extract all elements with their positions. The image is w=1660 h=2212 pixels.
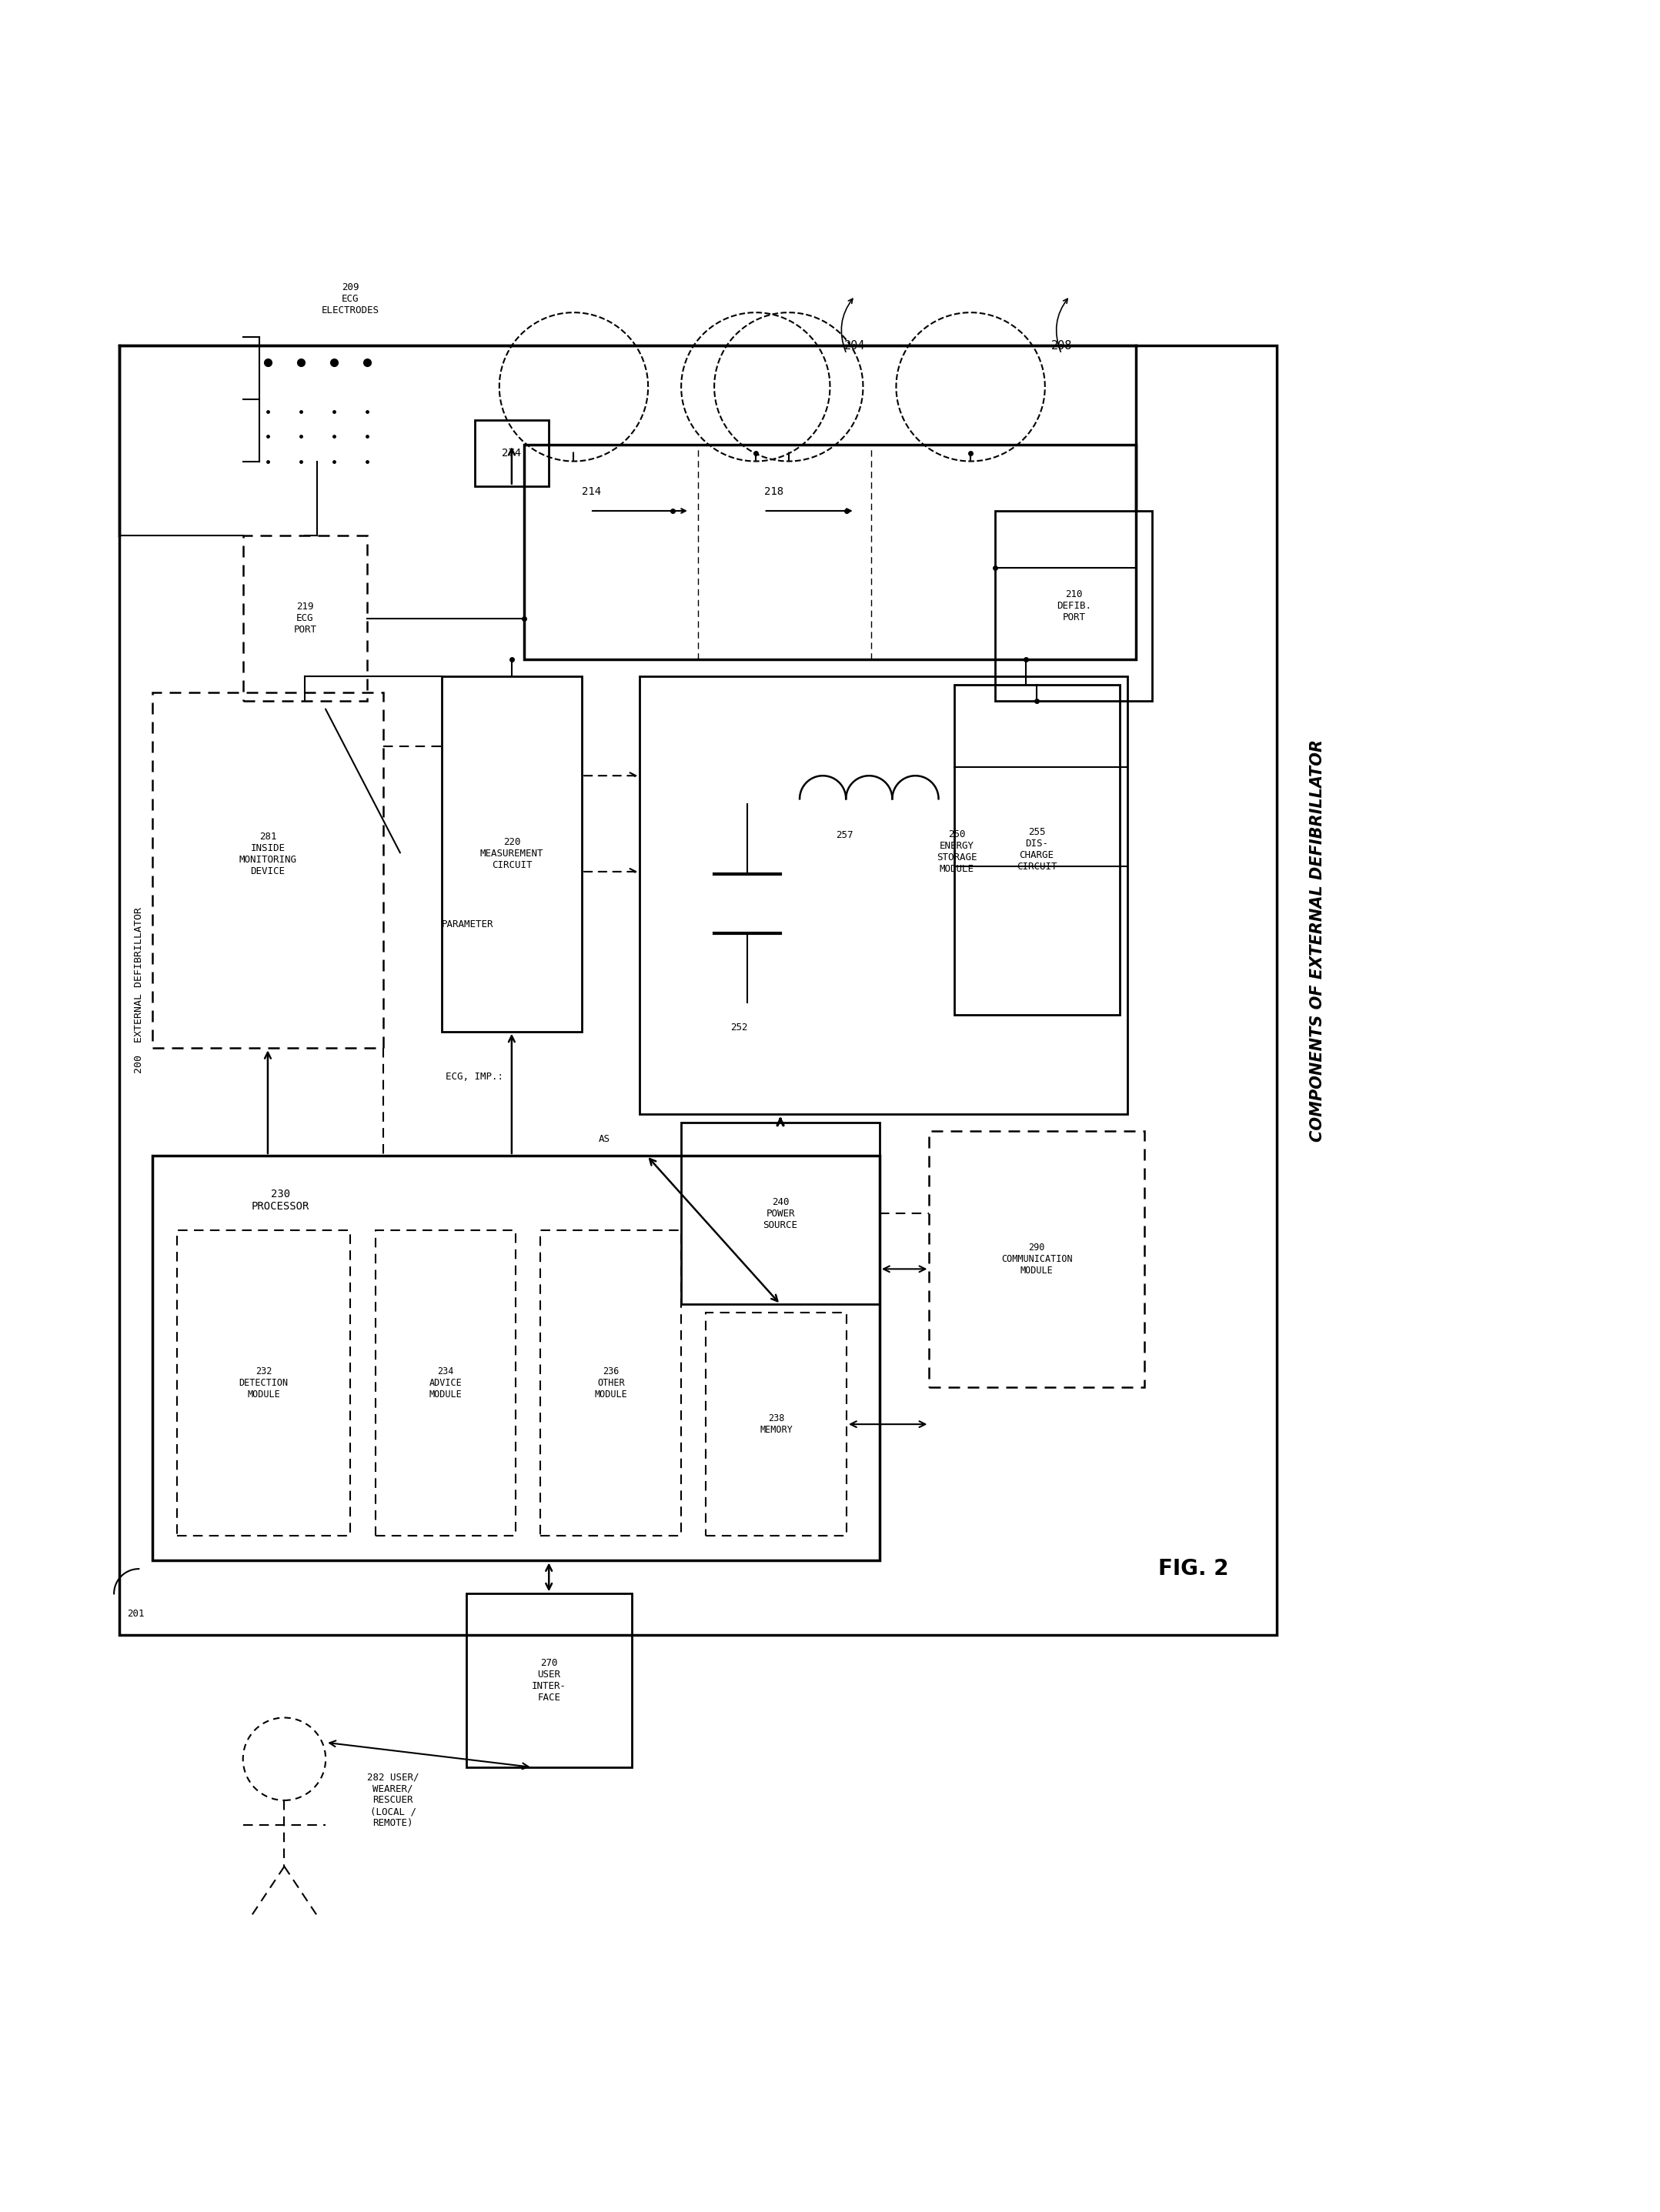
Text: 218: 218 bbox=[764, 487, 784, 498]
Text: 257: 257 bbox=[837, 830, 853, 841]
Text: 236
OTHER
MODULE: 236 OTHER MODULE bbox=[594, 1367, 627, 1400]
Text: 274: 274 bbox=[501, 447, 521, 458]
Bar bbox=[178, 1230, 350, 1535]
Text: FIG. 2: FIG. 2 bbox=[1159, 1557, 1228, 1579]
Text: 200  EXTERNAL DEFIBRILLATOR: 200 EXTERNAL DEFIBRILLATOR bbox=[134, 907, 144, 1073]
Text: COMPONENTS OF EXTERNAL DEFIBRILLATOR: COMPONENTS OF EXTERNAL DEFIBRILLATOR bbox=[1310, 739, 1325, 1141]
Text: 219
ECG
PORT: 219 ECG PORT bbox=[294, 602, 317, 635]
Bar bbox=[681, 1121, 880, 1305]
Text: 282 USER/
WEARER/
RESCUER
(LOCAL /
REMOTE): 282 USER/ WEARER/ RESCUER (LOCAL / REMOT… bbox=[367, 1772, 418, 1829]
Bar bbox=[466, 1593, 631, 1767]
Text: 234
ADVICE
MODULE: 234 ADVICE MODULE bbox=[428, 1367, 461, 1400]
Text: 232
DETECTION
MODULE: 232 DETECTION MODULE bbox=[239, 1367, 289, 1400]
Bar bbox=[639, 677, 1127, 1115]
Bar bbox=[475, 420, 549, 487]
Text: 208: 208 bbox=[1051, 341, 1072, 352]
Text: 240
POWER
SOURCE: 240 POWER SOURCE bbox=[764, 1197, 798, 1230]
Text: 270
USER
INTER-
FACE: 270 USER INTER- FACE bbox=[531, 1659, 566, 1703]
Bar bbox=[541, 1230, 681, 1535]
Text: 220
MEASUREMENT
CIRCUIT: 220 MEASUREMENT CIRCUIT bbox=[480, 838, 543, 872]
Bar bbox=[706, 1312, 847, 1535]
Bar bbox=[996, 511, 1152, 701]
Text: PARAMETER: PARAMETER bbox=[442, 920, 493, 929]
Bar bbox=[954, 684, 1119, 1015]
Text: ECG, IMP.:: ECG, IMP.: bbox=[445, 1073, 503, 1082]
Text: 214: 214 bbox=[583, 487, 601, 498]
Text: 252: 252 bbox=[730, 1022, 749, 1033]
Text: 201: 201 bbox=[128, 1608, 144, 1619]
Text: 230
PROCESSOR: 230 PROCESSOR bbox=[251, 1188, 309, 1212]
Text: 290
COMMUNICATION
MODULE: 290 COMMUNICATION MODULE bbox=[1001, 1243, 1072, 1276]
Text: 238
MEMORY: 238 MEMORY bbox=[760, 1413, 793, 1436]
Bar bbox=[375, 1230, 516, 1535]
Text: 210
DEFIB.
PORT: 210 DEFIB. PORT bbox=[1056, 588, 1091, 622]
Bar bbox=[525, 445, 1135, 659]
Bar bbox=[153, 1155, 880, 1562]
Bar bbox=[120, 345, 1277, 1635]
Text: 281
INSIDE
MONITORING
DEVICE: 281 INSIDE MONITORING DEVICE bbox=[239, 832, 297, 876]
Bar bbox=[930, 1130, 1144, 1387]
Bar bbox=[242, 535, 367, 701]
Text: 250
ENERGY
STORAGE
MODULE: 250 ENERGY STORAGE MODULE bbox=[936, 830, 978, 874]
Text: 255
DIS-
CHARGE
CIRCUIT: 255 DIS- CHARGE CIRCUIT bbox=[1016, 827, 1057, 872]
Bar bbox=[153, 692, 383, 1048]
Text: 209
ECG
ELECTRODES: 209 ECG ELECTRODES bbox=[322, 283, 380, 316]
Bar bbox=[442, 677, 583, 1031]
Text: AS: AS bbox=[599, 1135, 609, 1144]
Text: 204: 204 bbox=[845, 341, 865, 352]
